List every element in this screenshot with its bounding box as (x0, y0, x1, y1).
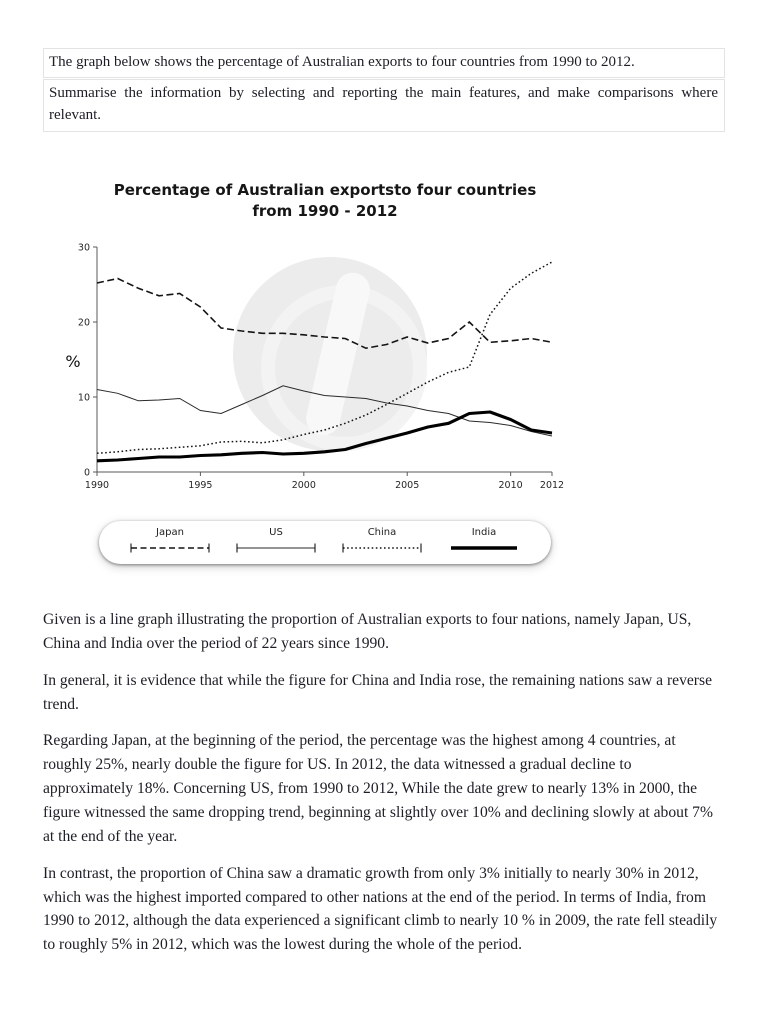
y-tick-0: 0 (84, 467, 90, 478)
task-instruction: Summarise the information by selecting a… (43, 79, 725, 132)
legend-item-japan: Japan (127, 527, 213, 554)
x-tick-2005: 2005 (395, 480, 419, 491)
india-line (96, 410, 553, 463)
china-line (96, 261, 553, 455)
y-tick-labels: 0 10 20 30 (78, 242, 90, 478)
chart-svg: 0 10 20 30 1990 1995 2000 2005 2010 2012… (65, 242, 564, 491)
chart-plot: 0 10 20 30 1990 1995 2000 2005 2010 2012… (65, 235, 565, 505)
legend-label: China (367, 527, 397, 539)
legend-label: India (471, 527, 497, 539)
essay-paragraph-3: Regarding Japan, at the beginning of the… (43, 732, 713, 845)
legend-item-us: US (233, 527, 319, 554)
essay-paragraph-2: In general, it is evidence that while th… (43, 671, 712, 713)
x-tick-1990: 1990 (85, 480, 109, 491)
legend-item-india: India (445, 527, 523, 554)
legend-item-china: China (339, 527, 425, 554)
legend-label: US (269, 527, 283, 539)
japan-line (96, 277, 553, 350)
y-tick-30: 30 (78, 242, 90, 253)
chart-legend: Japan US China (99, 521, 551, 565)
india-line-sample-icon (451, 546, 517, 550)
y-axis-label: % (65, 352, 80, 371)
task-prompt: The graph below shows the percentage of … (43, 48, 725, 132)
chart-wrap: Percentage of Australian exportsto four … (65, 180, 585, 565)
chart-title-line1: Percentage of Australian exportsto four … (113, 180, 537, 199)
chart-title-line2: from 1990 - 2012 (252, 202, 398, 221)
x-tick-1995: 1995 (188, 480, 212, 491)
essay-paragraph-4: In contrast, the proportion of China saw… (43, 864, 718, 954)
y-tick-10: 10 (78, 392, 90, 403)
x-tick-2010: 2010 (499, 480, 523, 491)
y-tick-20: 20 (78, 317, 90, 328)
japan-line-sample-icon (130, 543, 210, 553)
china-line-sample-icon (342, 543, 422, 553)
legend-label: Japan (156, 527, 184, 539)
x-tick-2012: 2012 (540, 480, 564, 491)
us-line-sample-icon (236, 543, 316, 553)
us-line (96, 385, 553, 437)
chart-title: Percentage of Australian exportsto four … (65, 180, 585, 224)
x-tick-labels: 1990 1995 2000 2005 2010 2012 (85, 480, 564, 491)
essay-body: Given is a line graph illustrating the p… (43, 608, 725, 957)
x-tick-2000: 2000 (292, 480, 316, 491)
chart-section: Percentage of Australian exportsto four … (43, 180, 725, 565)
chart-axes (96, 247, 552, 473)
series-lines (96, 261, 553, 463)
essay-paragraph-1: Given is a line graph illustrating the p… (43, 611, 692, 652)
document-page: The graph below shows the percentage of … (0, 0, 768, 957)
task-statement: The graph below shows the percentage of … (43, 48, 725, 79)
